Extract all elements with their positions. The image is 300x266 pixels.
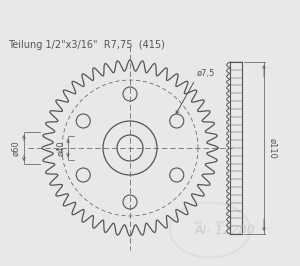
Text: ø60: ø60 (11, 140, 20, 156)
Text: AI- 12200: AI- 12200 (195, 223, 256, 236)
Text: Teilung 1/2"x3/16"  R7,75  (415): Teilung 1/2"x3/16" R7,75 (415) (8, 40, 165, 50)
Text: ø40: ø40 (56, 140, 65, 156)
Text: ø110: ø110 (268, 138, 277, 159)
Text: ø7,5: ø7,5 (197, 69, 215, 78)
